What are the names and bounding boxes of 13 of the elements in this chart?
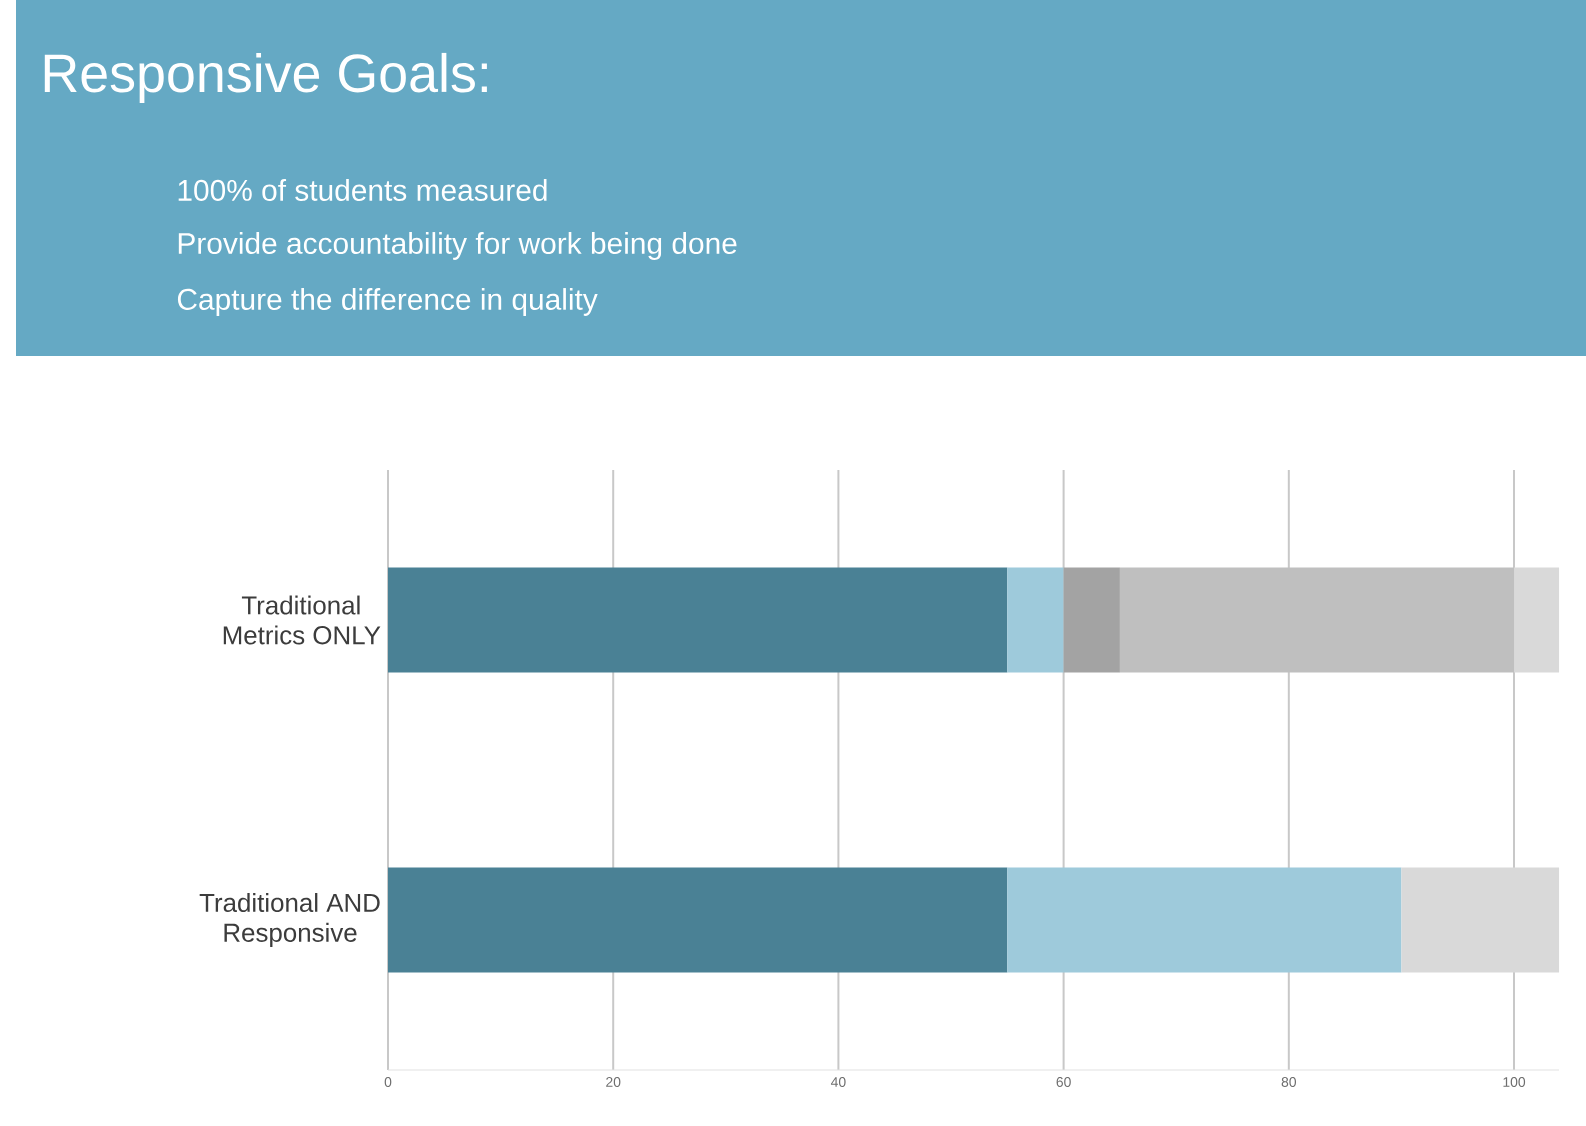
text: 100% of students measured [178, 179, 547, 201]
y-tick-label: Traditional Metrics ONLY [223, 595, 381, 645]
bar [1007, 867, 1402, 973]
bar [1063, 567, 1120, 673]
bar [1007, 567, 1064, 673]
bar [388, 867, 1008, 973]
text: Capture the difference in quality [177, 288, 598, 316]
y-tick-label: Traditional AND Responsive [199, 892, 380, 948]
bar [1401, 867, 1560, 973]
text: Provide accountability for work being done [178, 232, 737, 260]
chart-title: Responsive Goals: [44, 52, 487, 104]
bar [388, 567, 1008, 673]
bar [1514, 567, 1560, 673]
